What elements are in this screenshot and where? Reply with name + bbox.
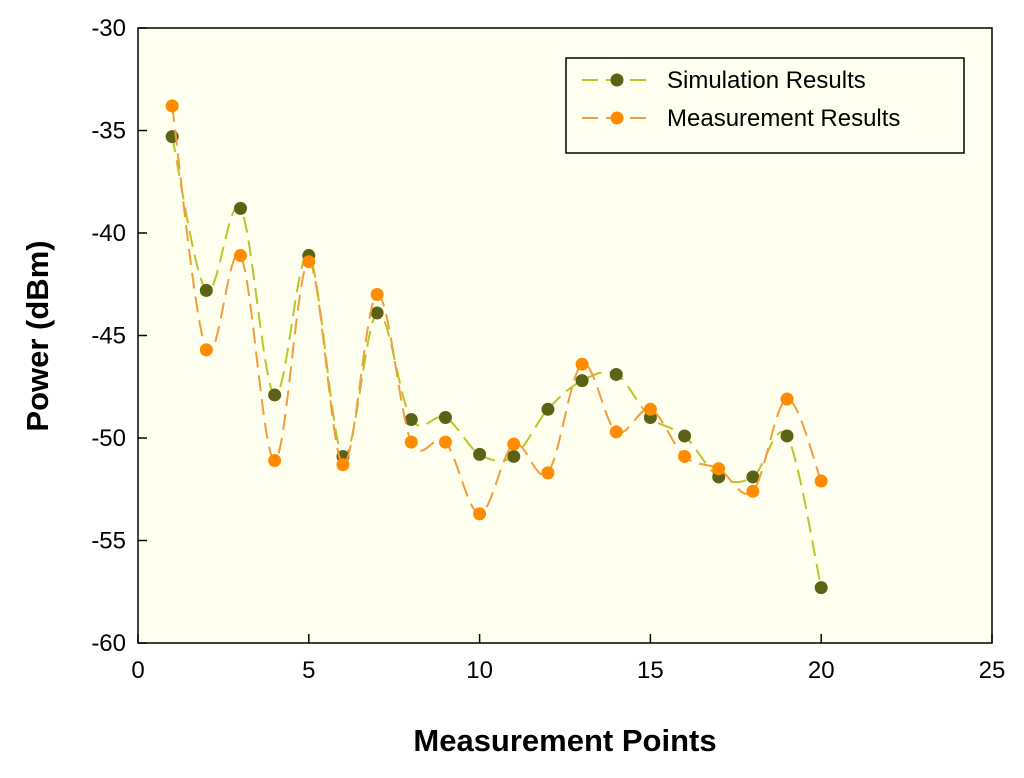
data-point-simulation-results — [438, 411, 452, 424]
x-axis-ticks: 0 5 10 15 20 25 — [131, 634, 1005, 684]
data-point-measurement-results — [302, 255, 316, 269]
data-point-measurement-results — [473, 507, 487, 521]
data-point-simulation-results — [814, 581, 828, 595]
legend-marker-simulation-results — [610, 73, 624, 87]
data-point-measurement-results — [643, 402, 657, 416]
data-point-simulation-results — [404, 413, 418, 427]
series-layer — [165, 99, 828, 595]
data-point-simulation-results — [575, 374, 589, 388]
data-point-measurement-results — [336, 458, 350, 472]
data-point-measurement-results — [746, 484, 760, 498]
data-point-measurement-results — [507, 437, 521, 451]
data-point-measurement-results — [678, 449, 692, 463]
data-point-simulation-results — [233, 201, 247, 215]
y-axis-title: Power (dBm) — [20, 240, 55, 431]
legend-marker-measurement-results — [610, 111, 624, 125]
data-point-simulation-results — [541, 402, 555, 416]
data-point-measurement-results — [199, 343, 213, 357]
data-point-measurement-results — [233, 249, 247, 263]
legend-label-measurement-results: Measurement Results — [667, 105, 900, 132]
data-point-measurement-results — [780, 392, 794, 406]
x-tick-label: 25 — [979, 657, 1006, 684]
data-point-measurement-results — [609, 425, 623, 439]
data-point-simulation-results — [507, 449, 521, 463]
data-point-measurement-results — [268, 454, 282, 468]
y-tick-label: -35 — [91, 118, 126, 145]
data-point-simulation-results — [746, 470, 760, 484]
y-axis-ticks: -60 -55 -50 -45 -40 -35 -30 — [91, 15, 147, 657]
y-tick-label: -60 — [91, 630, 126, 657]
legend-box — [565, 57, 965, 154]
legend: Simulation Results Measurement Results — [565, 57, 965, 154]
y-tick-label: -45 — [91, 323, 126, 350]
data-point-simulation-results — [678, 429, 692, 443]
x-tick-label: 20 — [808, 657, 835, 684]
x-tick-label: 15 — [637, 657, 664, 684]
data-point-measurement-results — [165, 99, 179, 113]
legend-label-simulation-results: Simulation Results — [667, 67, 866, 94]
x-axis-title: Measurement Points — [413, 723, 716, 758]
data-point-simulation-results — [473, 447, 487, 461]
y-tick-label: -50 — [91, 425, 126, 452]
data-point-measurement-results — [712, 462, 726, 476]
data-point-measurement-results — [541, 466, 555, 480]
data-point-simulation-results — [268, 388, 282, 402]
x-tick-label: 0 — [131, 657, 144, 684]
y-tick-label: -30 — [91, 15, 126, 42]
x-tick-label: 10 — [466, 657, 493, 684]
x-tick-label: 5 — [302, 657, 315, 684]
data-point-measurement-results — [404, 435, 418, 449]
data-point-measurement-results — [575, 357, 589, 371]
series-line-simulation-results — [171, 136, 823, 588]
y-tick-label: -55 — [91, 528, 126, 555]
data-point-measurement-results — [438, 435, 452, 449]
data-point-measurement-results — [370, 288, 384, 301]
data-point-simulation-results — [609, 367, 623, 381]
data-point-simulation-results — [780, 429, 794, 443]
data-point-measurement-results — [814, 474, 828, 488]
y-tick-label: -40 — [91, 220, 126, 247]
data-point-simulation-results — [370, 306, 384, 320]
data-point-simulation-results — [199, 283, 213, 297]
